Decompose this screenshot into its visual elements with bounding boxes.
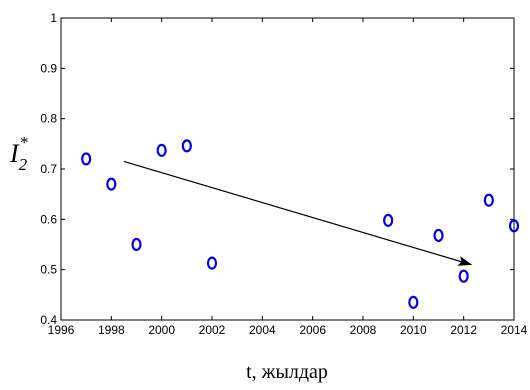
x-tick-label: 2006 xyxy=(299,323,326,337)
x-tick-label: 2000 xyxy=(148,323,175,337)
x-axis-label: t, жылдар xyxy=(246,361,328,383)
data-point xyxy=(106,177,117,191)
y-tick-label: 0.9 xyxy=(40,61,57,75)
data-point xyxy=(131,237,142,252)
y-axis-label: I2 * xyxy=(9,133,28,174)
x-tick-label: 2002 xyxy=(199,323,226,337)
data-point xyxy=(383,213,394,227)
x-axis: 1996 1998 2000 2002 2004 2006 2008 2010 2012 2014 xyxy=(48,18,528,337)
y-tick-label: 1 xyxy=(50,11,57,25)
y-tick-label: 0.4 xyxy=(40,313,57,327)
x-tick-label: 2004 xyxy=(249,323,276,337)
y-tick-label: 0.6 xyxy=(40,212,57,226)
y-tick-label: 0.8 xyxy=(40,112,57,126)
x-tick-label: 1996 xyxy=(48,323,75,337)
data-points xyxy=(81,139,520,309)
data-point xyxy=(508,219,520,233)
data-point xyxy=(181,139,192,153)
y-tick-label: 0.7 xyxy=(40,162,57,176)
data-point xyxy=(206,256,218,270)
y-axis: 0.4 0.5 0.6 0.7 0.8 0.9 1 xyxy=(40,11,514,327)
trend-arrow xyxy=(123,160,473,266)
x-tick-label: 2014 xyxy=(501,323,528,337)
data-point xyxy=(81,152,92,166)
data-point xyxy=(433,228,444,243)
plot-area xyxy=(60,17,515,321)
y-tick-label: 0.5 xyxy=(40,263,57,277)
y-axis-label-sub: 2 xyxy=(19,155,28,174)
annotations xyxy=(123,160,473,266)
data-point xyxy=(156,143,167,157)
y-axis-label-sup: * xyxy=(19,133,28,152)
x-tick-label: 1998 xyxy=(98,323,125,337)
data-point xyxy=(458,269,469,283)
data-point xyxy=(408,295,419,309)
data-point xyxy=(483,193,494,207)
x-tick-label: 2010 xyxy=(400,323,427,337)
x-tick-label: 2012 xyxy=(450,323,477,337)
x-tick-label: 2008 xyxy=(350,323,377,337)
y-axis-label-main: I xyxy=(9,139,20,168)
